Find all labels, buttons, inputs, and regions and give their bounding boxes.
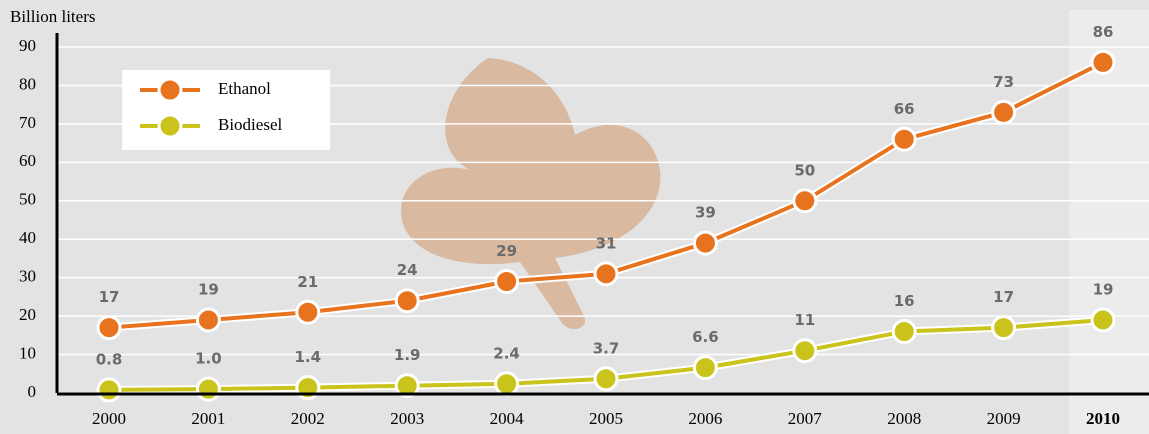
data-label: 3.7 — [593, 339, 620, 357]
x-tick-label: 2007 — [788, 409, 823, 428]
data-label: 50 — [794, 161, 815, 179]
marker — [991, 99, 1017, 125]
data-label: 11 — [794, 311, 815, 329]
data-label: 17 — [99, 288, 120, 306]
data-label: 17 — [993, 288, 1014, 306]
data-label: 1.9 — [394, 346, 421, 364]
marker — [1090, 49, 1116, 75]
data-label: 0.8 — [96, 350, 123, 368]
marker — [593, 261, 619, 287]
data-label: 19 — [1093, 280, 1114, 298]
marker — [692, 355, 718, 381]
marker — [195, 307, 221, 333]
data-label: 19 — [198, 280, 219, 298]
data-label: 16 — [894, 292, 915, 310]
marker — [692, 230, 718, 256]
data-label: 24 — [397, 261, 418, 279]
x-tick-label: 2005 — [589, 409, 623, 428]
marker — [96, 377, 122, 403]
marker — [792, 188, 818, 214]
data-label: 6.6 — [692, 328, 719, 346]
x-tick-label: 2009 — [987, 409, 1021, 428]
legend-label: Biodiesel — [218, 115, 282, 134]
y-tick-label: 80 — [19, 74, 36, 93]
data-label: 1.0 — [195, 350, 222, 368]
plot: 17 19 21 24 29 31 39 50 66 73 86 0.8 1.0 1.4 1.9 2.4 3.7… — [96, 23, 1116, 403]
legend — [122, 70, 330, 150]
legend-label: Ethanol — [218, 79, 271, 98]
x-tick-label: 2006 — [688, 409, 722, 428]
data-label: 21 — [297, 273, 318, 291]
y-tick-label: 40 — [19, 228, 36, 247]
marker — [394, 288, 420, 314]
data-label: 1.4 — [295, 348, 322, 366]
x-tick-label: 2008 — [887, 409, 921, 428]
y-tick-label: 10 — [19, 343, 36, 362]
marker — [991, 315, 1017, 341]
x-tick-label: 2010 — [1086, 409, 1120, 428]
data-label: 66 — [894, 100, 915, 118]
marker — [891, 126, 917, 152]
marker — [96, 315, 122, 341]
y-tick-label: 60 — [19, 151, 36, 170]
marker — [792, 338, 818, 364]
y-tick-label: 0 — [28, 382, 37, 401]
y-tick-label: 90 — [19, 36, 36, 55]
x-tick-label: 2004 — [490, 409, 525, 428]
marker — [394, 373, 420, 399]
marker — [195, 376, 221, 402]
y-tick-label: 30 — [19, 267, 36, 286]
leaf-decoration — [401, 58, 661, 330]
y-tick-label: 50 — [19, 190, 36, 209]
y-tick-label: 70 — [19, 113, 36, 132]
data-label: 39 — [695, 204, 716, 222]
legend-marker — [157, 77, 183, 103]
x-tick-label: 2001 — [191, 409, 225, 428]
y-axis-label: Billion liters — [10, 7, 95, 26]
y-tick-label: 20 — [19, 305, 36, 324]
marker — [593, 366, 619, 392]
marker — [494, 269, 520, 295]
data-label: 86 — [1093, 23, 1114, 41]
data-label: 29 — [496, 242, 517, 260]
marker — [1090, 307, 1116, 333]
marker — [891, 318, 917, 344]
grid — [57, 46, 1149, 394]
data-label: 73 — [993, 73, 1014, 91]
x-tick-label: 2000 — [92, 409, 126, 428]
data-label: 31 — [596, 234, 617, 252]
legend-marker — [157, 113, 183, 139]
marker — [295, 299, 321, 325]
x-tick-label: 2003 — [390, 409, 424, 428]
x-tick-label: 2002 — [291, 409, 325, 428]
data-label: 2.4 — [493, 344, 520, 362]
highlight-band — [1069, 10, 1149, 434]
marker — [494, 371, 520, 397]
